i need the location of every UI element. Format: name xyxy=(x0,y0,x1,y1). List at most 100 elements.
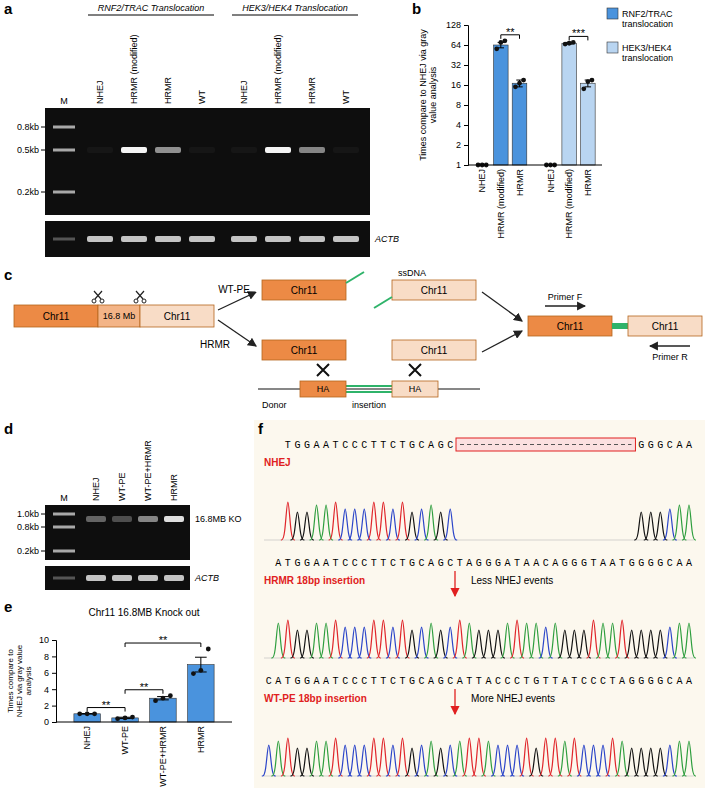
data-point xyxy=(92,711,97,716)
bar xyxy=(150,698,177,722)
chromatogram-peak xyxy=(586,745,600,776)
chromatogram-peak xyxy=(310,741,324,776)
lane-label: HRMR xyxy=(169,474,179,501)
tick-label: 4 xyxy=(456,120,461,130)
data-point xyxy=(585,79,590,84)
trace-baseline xyxy=(264,540,694,541)
group-underline xyxy=(88,15,214,16)
segment-label: Chr11 xyxy=(652,321,679,332)
chromatogram-peak xyxy=(300,748,314,776)
y-axis-title: Times compare to NHEJ via grayvalue anal… xyxy=(418,29,438,161)
tick-label: 2 xyxy=(456,140,461,150)
chart-title: Chr11 16.8MB Knock out xyxy=(89,607,200,618)
segment-label: HA xyxy=(317,384,330,394)
x-tick-label: WT-PE+HRMR xyxy=(158,725,168,786)
x-tick-label: NHEJ xyxy=(477,169,487,193)
tick: 4 xyxy=(456,120,468,130)
tick-mark xyxy=(52,673,56,674)
trace-note: Less NHEJ events xyxy=(471,575,553,586)
marker-tick xyxy=(41,527,45,528)
x-tick-label: HRMR (modified) xyxy=(496,169,506,239)
tick: 6 xyxy=(44,668,56,678)
chromatogram-peak xyxy=(644,748,658,776)
ladder-band xyxy=(53,577,75,580)
control-band xyxy=(299,236,325,242)
chromatogram-peak xyxy=(663,745,677,776)
deletion-box xyxy=(456,438,635,451)
chromatogram-peak xyxy=(625,630,639,658)
chromatogram-peak xyxy=(520,738,534,776)
control-band xyxy=(87,236,113,242)
band xyxy=(299,147,325,153)
chromatogram-peak xyxy=(682,505,696,540)
tick-mark xyxy=(464,25,468,26)
tick: 10 xyxy=(39,635,56,645)
chromatogram-peak xyxy=(529,748,543,776)
chromatogram-peak xyxy=(510,620,524,658)
marker-tick xyxy=(41,192,45,193)
data-point xyxy=(494,46,499,51)
chromatogram-peak xyxy=(529,623,543,658)
tick-label: 1 xyxy=(456,160,461,170)
lane-label: WT-PE+HRMR xyxy=(143,440,153,501)
chromatogram-peak xyxy=(644,630,658,658)
sequence: CATGGAATCCCTTCTGCAGC xyxy=(266,676,453,687)
chromatogram-peak xyxy=(329,620,343,658)
sequence: ATGGAATCCCTTCTGCAGC xyxy=(275,558,453,569)
ladder-band xyxy=(53,513,75,516)
band xyxy=(138,516,158,522)
chromatogram-peak xyxy=(310,505,324,540)
chromatogram-peak xyxy=(319,741,333,776)
panel-letter: f xyxy=(258,420,264,437)
chromatogram-peak xyxy=(367,738,381,776)
chromatogram-peak xyxy=(348,509,362,540)
group-header: RNF2/TRAC Translocation xyxy=(98,3,204,13)
chromatogram-peak xyxy=(443,627,457,658)
legend-label: RNF2/TRACtranslocation xyxy=(622,9,673,29)
segment-label: Chr11 xyxy=(291,345,318,356)
chromatogram-peak xyxy=(548,623,562,658)
insertion-segment xyxy=(612,323,628,329)
chromatogram-peak xyxy=(434,630,448,658)
trace-baseline xyxy=(264,658,694,659)
axis-line xyxy=(464,26,469,166)
band xyxy=(265,147,291,153)
tick-mark xyxy=(464,65,468,66)
control-band xyxy=(333,236,359,242)
bar-chart: 1248163264128NHEJHRMR (modified)HRMRNHEJ… xyxy=(418,8,673,239)
chromatogram-peak xyxy=(596,623,610,658)
chromatogram-peak xyxy=(472,738,486,776)
chromatogram-peak xyxy=(481,630,495,658)
tick-mark xyxy=(52,722,56,723)
chromatogram-peak xyxy=(338,627,352,658)
gel-image xyxy=(45,505,190,560)
chromatogram-peak xyxy=(271,741,285,776)
chromatogram-peak xyxy=(405,512,419,540)
chromatogram-peak xyxy=(443,745,457,776)
arrow xyxy=(454,571,455,596)
data-point xyxy=(571,40,576,45)
trace-label: NHEJ xyxy=(264,457,291,468)
marker-tick xyxy=(41,127,45,128)
donor-backbone xyxy=(258,388,480,389)
legend-swatch xyxy=(607,8,618,19)
marker-size: 1.0kb xyxy=(17,509,39,519)
chromatogram-peak xyxy=(510,745,524,776)
chromatogram-peak xyxy=(319,623,333,658)
tick-mark xyxy=(464,105,468,106)
data-point xyxy=(115,716,120,721)
band-label: 16.8MB KO xyxy=(195,514,242,524)
y-axis: 0246810 xyxy=(39,635,57,727)
tick: 2 xyxy=(44,701,56,711)
control-band xyxy=(121,236,147,242)
chromatogram-peak xyxy=(386,745,400,776)
chromatogram-peak xyxy=(567,630,581,658)
panel-background xyxy=(254,420,705,788)
segment-label: Chr11 xyxy=(291,285,318,296)
chromatogram-peak xyxy=(281,620,295,658)
insertion-strand xyxy=(346,385,392,387)
chromatogram-peak xyxy=(357,509,371,540)
tick-label: 10 xyxy=(39,635,49,645)
ladder-band xyxy=(53,191,75,194)
chromatogram-peak xyxy=(415,627,429,658)
